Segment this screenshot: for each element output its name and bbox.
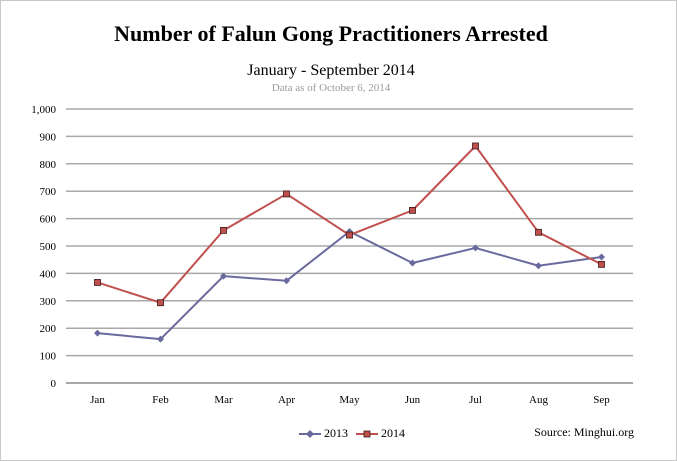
x-tick-label: Jun bbox=[405, 394, 421, 406]
y-tick-label: 400 bbox=[40, 268, 57, 280]
data-point-2013 bbox=[94, 329, 101, 337]
series-lines bbox=[97, 144, 602, 341]
source-note: Source: Minghui.org bbox=[534, 425, 634, 439]
x-tick-label: Sep bbox=[593, 394, 610, 406]
x-tick-label: Feb bbox=[152, 394, 169, 406]
y-axis-ticks: 0 100 200 300 400 500 600 700 800 900 1,000 bbox=[31, 104, 56, 390]
data-point-2014 bbox=[283, 190, 290, 198]
data-point-2014 bbox=[346, 231, 353, 239]
x-tick-label: May bbox=[339, 394, 360, 406]
y-tick-label: 300 bbox=[40, 296, 57, 308]
y-tick-label: 500 bbox=[40, 241, 57, 253]
y-tick-label: 700 bbox=[40, 186, 57, 198]
y-tick-label: 1,000 bbox=[31, 104, 56, 116]
legend-label-2014: 2014 bbox=[381, 426, 405, 440]
x-axis-ticks: Jan Feb Mar Apr May Jun Jul Aug Sep bbox=[90, 394, 610, 406]
x-tick-label: Jan bbox=[90, 394, 105, 406]
data-point-2014 bbox=[598, 260, 605, 268]
legend-label-2013: 2013 bbox=[324, 426, 348, 440]
data-point-2013 bbox=[220, 272, 227, 280]
chart-subtitle: January - September 2014 bbox=[247, 62, 415, 79]
data-point-2014 bbox=[220, 226, 227, 234]
data-point-2014 bbox=[157, 299, 164, 307]
data-point-2013 bbox=[598, 253, 605, 261]
data-point-2014 bbox=[94, 279, 101, 286]
series-markers bbox=[94, 142, 605, 343]
series-line-2014 bbox=[97, 144, 602, 304]
data-point-2014 bbox=[535, 228, 542, 236]
chart-title: Number of Falun Gong Practitioners Arres… bbox=[114, 21, 548, 46]
y-tick-label: 100 bbox=[40, 351, 57, 363]
gridlines bbox=[66, 108, 633, 384]
series-line-2013 bbox=[97, 230, 602, 341]
data-point-2014 bbox=[409, 206, 416, 214]
y-tick-label: 0 bbox=[51, 378, 57, 390]
data-point-2013 bbox=[283, 277, 290, 285]
x-tick-label: Mar bbox=[214, 394, 233, 406]
legend-swatch-2013 bbox=[299, 429, 321, 438]
data-point-2013 bbox=[472, 244, 479, 252]
legend-item-2014: 2014 bbox=[356, 426, 405, 441]
y-tick-label: 600 bbox=[40, 214, 57, 226]
data-point-2013 bbox=[157, 335, 164, 343]
y-tick-label: 900 bbox=[40, 131, 57, 143]
data-point-2013 bbox=[409, 259, 416, 267]
data-point-2013 bbox=[535, 262, 542, 270]
y-tick-label: 800 bbox=[40, 159, 57, 171]
legend-swatch-2014 bbox=[356, 430, 378, 437]
x-tick-label: Aug bbox=[529, 394, 548, 406]
legend: 2013 2014 bbox=[299, 426, 405, 441]
x-tick-label: Jul bbox=[469, 394, 482, 406]
y-tick-label: 200 bbox=[40, 323, 57, 335]
x-tick-label: Apr bbox=[278, 394, 295, 406]
chart-note: Data as of October 6, 2014 bbox=[271, 82, 391, 94]
legend-item-2013: 2013 bbox=[299, 426, 348, 441]
data-point-2014 bbox=[472, 142, 479, 150]
